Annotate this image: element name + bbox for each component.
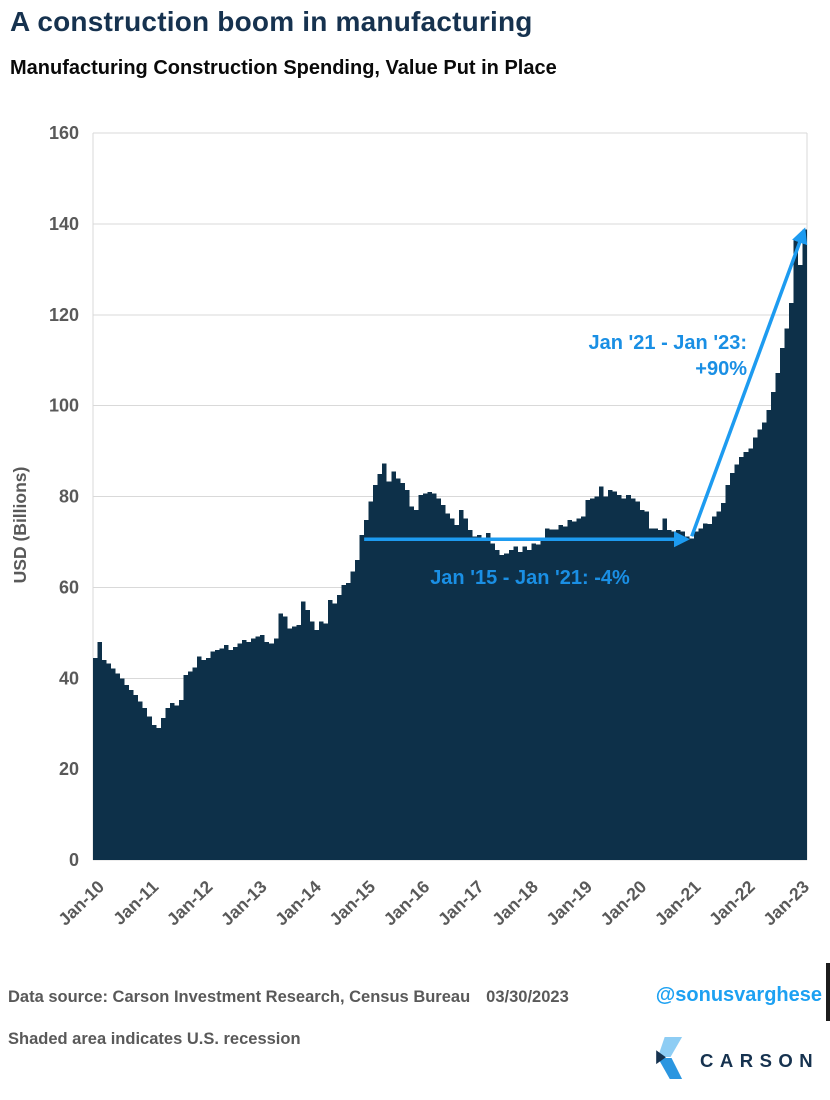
annotation-surge-line2: +90%: [695, 358, 747, 380]
x-tick-Jan-13: Jan-13: [217, 876, 271, 929]
y-tick-60: 60: [59, 577, 79, 597]
carson-logo-text: CARSON: [700, 1050, 820, 1071]
x-tick-Jan-22: Jan-22: [705, 876, 759, 929]
chart-title: A construction boom in manufacturing: [10, 6, 533, 37]
recession-note: Shaded area indicates U.S. recession: [8, 1030, 301, 1048]
x-tick-Jan-19: Jan-19: [542, 876, 596, 929]
edge-scrollbar-strip: [826, 963, 830, 1021]
y-tick-40: 40: [59, 668, 79, 688]
x-tick-Jan-18: Jan-18: [488, 876, 542, 929]
x-tick-Jan-14: Jan-14: [271, 876, 325, 929]
y-tick-0: 0: [69, 850, 79, 870]
arrow-surge-range: [690, 227, 808, 537]
annotation-flat-line1: Jan '15 - Jan '21: -4%: [430, 567, 630, 589]
annotation-surge: Jan '21 - Jan '23: +90%: [589, 330, 747, 382]
x-tick-Jan-10: Jan-10: [54, 876, 108, 929]
y-tick-120: 120: [49, 305, 79, 325]
x-tick-Jan-20: Jan-20: [597, 876, 651, 929]
x-tick-Jan-16: Jan-16: [380, 876, 434, 929]
y-tick-20: 20: [59, 759, 79, 779]
y-axis-title: USD (Billions): [10, 467, 30, 584]
twitter-handle-link[interactable]: @sonusvarghese: [655, 984, 822, 1006]
chart-subtitle: Manufacturing Construction Spending, Val…: [10, 57, 557, 79]
y-tick-100: 100: [49, 396, 79, 416]
x-tick-Jan-21: Jan-21: [651, 876, 705, 929]
y-tick-160: 160: [49, 123, 79, 143]
annotation-surge-line1: Jan '21 - Jan '23:: [588, 332, 747, 354]
data-source-note: Data source: Carson Investment Research,…: [8, 988, 569, 1007]
data-source-text: Data source: Carson Investment Research,…: [8, 988, 471, 1006]
data-source-date: 03/30/2023: [486, 988, 569, 1006]
x-tick-Jan-11: Jan-11: [109, 876, 162, 928]
x-tick-Jan-12: Jan-12: [163, 876, 217, 929]
x-tick-Jan-23: Jan-23: [759, 876, 813, 929]
annotation-flat: Jan '15 - Jan '21: -4%: [420, 565, 640, 591]
x-tick-Jan-15: Jan-15: [325, 876, 379, 929]
y-tick-140: 140: [49, 214, 79, 234]
monthly-spending-bars: [93, 229, 807, 860]
carson-logo-icon: [656, 1037, 683, 1079]
y-tick-80: 80: [59, 487, 79, 507]
x-tick-Jan-17: Jan-17: [434, 876, 488, 929]
